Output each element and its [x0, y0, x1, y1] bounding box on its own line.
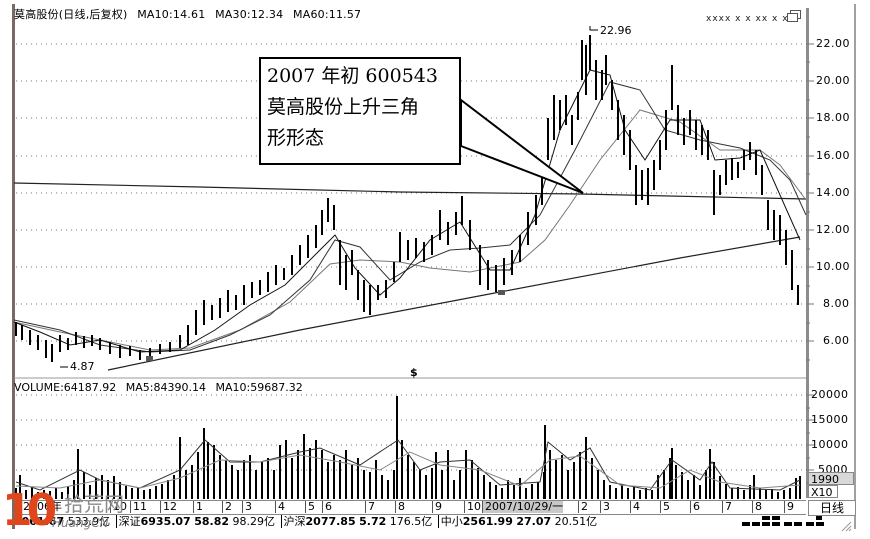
volume-unit-box: X10 — [808, 485, 838, 499]
date-label: 4 — [275, 501, 285, 513]
sz-change: 58.82 — [194, 515, 230, 528]
signal-strength-icon — [742, 516, 828, 528]
date-label: 5 — [660, 501, 670, 513]
volume-tick: 10000 — [811, 438, 849, 451]
watermark-cn: 拾荒网 — [64, 492, 124, 516]
sh-index: 2061.67 — [14, 515, 65, 528]
price-tick: 18.00 — [816, 111, 850, 124]
zx-index: 2561.99 — [462, 515, 513, 528]
date-label: 12 — [160, 501, 177, 513]
date-label: 10 — [110, 501, 127, 513]
date-label: 9 — [432, 501, 442, 513]
date-label: 2 — [578, 501, 588, 513]
price-tick: 20.00 — [816, 74, 850, 87]
price-axis-border — [806, 8, 809, 498]
sz-amount: 98.29亿 — [232, 515, 276, 528]
low-price-label: 4.87 — [70, 360, 95, 373]
sz-index: 6935.07 — [140, 515, 191, 528]
annotation-pointer — [460, 97, 584, 194]
volume-ma10: MA10:59687.32 — [215, 381, 303, 394]
annotation-line-2: 莫高股份上升三角 — [267, 96, 420, 118]
watermark-number: 10 — [2, 485, 57, 536]
high-price-label: 22.96 — [600, 24, 632, 37]
date-label: 8 — [752, 501, 762, 513]
price-tick: 6.00 — [823, 334, 850, 347]
volume-header: VOLUME:64187.92 MA5:84390.14 MA10:59687.… — [14, 381, 309, 394]
restore-window-icon[interactable] — [787, 10, 801, 22]
date-label: 9 — [784, 501, 794, 513]
price-tick: 10.00 — [816, 260, 850, 273]
annotation-callout: 2007 年初 600543 莫高股份上升三角 形形态 — [259, 57, 461, 165]
date-label: 4 — [630, 501, 640, 513]
volume-tick: 20000 — [811, 388, 849, 401]
date-label: 7 — [365, 501, 375, 513]
zx-change: 27.07 — [516, 515, 552, 528]
date-label: 1 — [193, 501, 203, 513]
date-label: 3 — [242, 501, 252, 513]
volume-bars — [15, 396, 801, 499]
date-cursor-label: 2007/10/29/一 — [482, 501, 564, 513]
market-status-bar: 2061.67 533.9亿 深证6935.07 58.82 98.29亿 沪深… — [14, 514, 806, 530]
volume-tick: 15000 — [811, 413, 849, 426]
ma30-value: MA30:12.34 — [215, 8, 284, 21]
cursor-value-box: 1990 — [808, 472, 854, 486]
date-label: 2 — [222, 501, 232, 513]
date-label: 6 — [322, 501, 332, 513]
ma30-line — [13, 81, 807, 353]
zx-amount: 20.51亿 — [554, 515, 598, 528]
resistance-trendline — [13, 182, 807, 200]
site-watermark: 10 拾荒网 HuangCN — [0, 486, 200, 539]
volume-ma5: MA5:84390.14 — [125, 381, 206, 394]
date-label: 3 — [600, 501, 610, 513]
annotation-line-3: 形形态 — [267, 127, 325, 149]
ma10-value: MA10:14.61 — [137, 8, 206, 21]
date-label: 8 — [395, 501, 405, 513]
hs-change: 5.72 — [359, 515, 387, 528]
price-tick: 22.00 — [816, 37, 850, 50]
date-label: 2006年 — [20, 501, 62, 513]
sz-label: 深证 — [118, 515, 141, 528]
chart-left-border — [12, 4, 15, 529]
dollar-marker-icon: $ — [410, 366, 418, 379]
hs-index: 2077.85 — [305, 515, 356, 528]
resize-grip-icon[interactable] — [840, 520, 852, 532]
date-label: 6 — [690, 501, 700, 513]
volume-gridlines — [16, 394, 806, 471]
price-tick: 8.00 — [823, 297, 850, 310]
indicator-marks: xxxx x x xx x x — [706, 14, 789, 24]
date-label: 10 — [464, 501, 481, 513]
zx-label: 中小 — [440, 515, 463, 528]
volume-ma5-line — [15, 439, 801, 491]
chart-header: 莫高股份(日线,后复权) MA10:14.61 MA30:12.34 MA60:… — [14, 6, 367, 22]
hs-label: 沪深 — [283, 515, 306, 528]
sh-amount: 533.9亿 — [67, 515, 111, 528]
price-tick: 14.00 — [816, 186, 850, 199]
stock-title: 莫高股份(日线,后复权) — [14, 8, 128, 21]
date-label: 7 — [722, 501, 732, 513]
price-tick: 12.00 — [816, 223, 850, 236]
volume-ma10-line — [15, 451, 801, 489]
period-selector[interactable]: 日线 — [808, 500, 856, 516]
candlesticks — [15, 35, 799, 362]
hs-amount: 176.5亿 — [389, 515, 433, 528]
ma10-line — [13, 69, 801, 353]
date-axis: 2006年 10 11 12 1 2 3 4 5 6 7 8 9 10 2007… — [14, 500, 806, 515]
price-tick: 16.00 — [816, 149, 850, 162]
date-label: 11 — [130, 501, 147, 513]
window-right-border — [854, 4, 856, 529]
date-label: 5 — [305, 501, 315, 513]
annotation-line-1: 2007 年初 600543 — [267, 65, 438, 87]
ma60-value: MA60:11.57 — [293, 8, 362, 21]
volume-value: VOLUME:64187.92 — [14, 381, 117, 394]
watermark-en: HuangCN — [52, 516, 109, 530]
